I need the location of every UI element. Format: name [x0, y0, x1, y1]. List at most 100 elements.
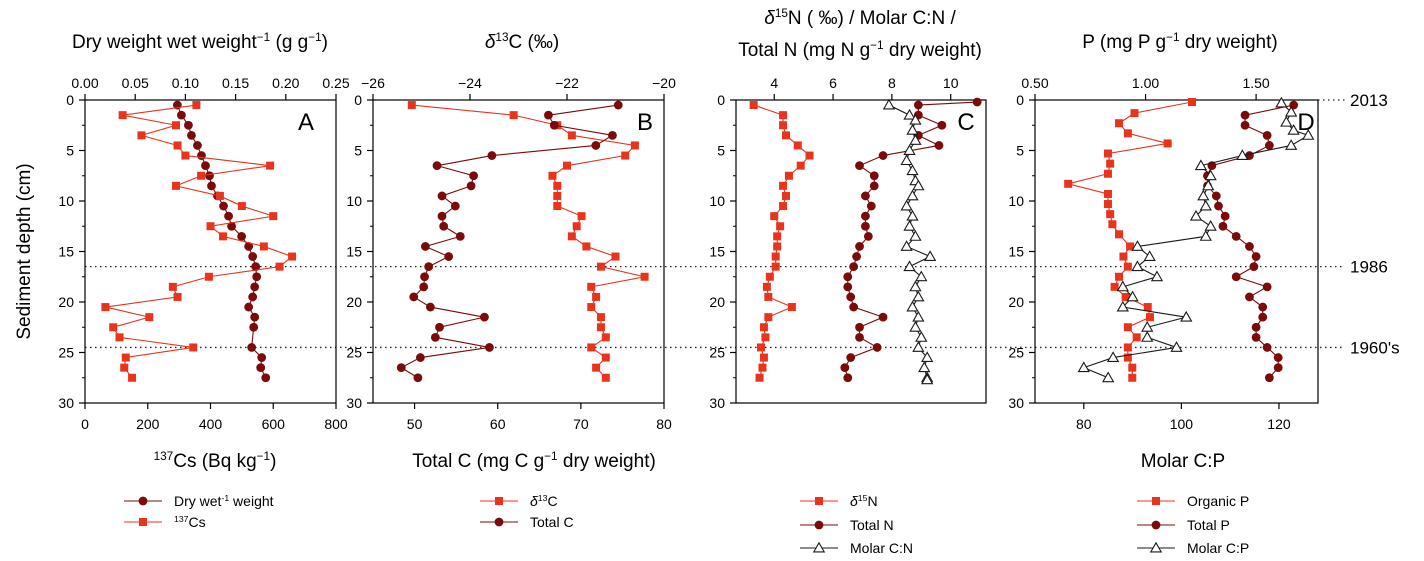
- point-3-0-20: [1143, 303, 1152, 312]
- point-1-1-11: [437, 211, 447, 221]
- point-1-1-24: [485, 343, 494, 352]
- point-0-0-25: [256, 363, 266, 373]
- point-0-0-22: [249, 322, 259, 332]
- series-line-0-1: [105, 104, 294, 379]
- point-3-2-12: [1189, 209, 1203, 221]
- reference-label-1960's: 1960's: [1350, 338, 1400, 357]
- legend-item-molar-cn-marker: [812, 541, 826, 553]
- point-2-2-24: [915, 331, 928, 342]
- point-1-0-17: [640, 272, 649, 281]
- point-3-2-20: [1126, 290, 1139, 302]
- y-tick-label: 20: [709, 294, 725, 310]
- point-3-0-14: [1126, 242, 1135, 251]
- legend-item-cs137-label: 137Cs: [174, 514, 206, 530]
- point-1-1-19: [409, 292, 419, 302]
- point-1-0-10: [553, 202, 562, 211]
- y-tick-label: 30: [346, 395, 362, 411]
- top-tick-label: 0.10: [172, 75, 199, 91]
- legend-item-total-c-marker: [494, 517, 504, 527]
- point-1-0-7: [548, 171, 557, 180]
- point-2-2-13: [903, 219, 916, 231]
- series-line-3-1: [1206, 104, 1294, 379]
- point-2-0-26: [758, 363, 767, 372]
- point-2-0-14: [773, 242, 782, 251]
- top-axis-label-d: P (mg P g−1 dry weight): [1082, 31, 1277, 53]
- legend-item-molar-cp-label: Molar C:P: [1187, 540, 1249, 556]
- point-0-1-6: [266, 161, 275, 170]
- series-line-3-0: [1068, 101, 1193, 378]
- point-0-0-21: [250, 312, 260, 322]
- point-0-1-17: [204, 272, 213, 281]
- point-3-0-21: [1145, 313, 1154, 322]
- point-2-1-9: [869, 181, 879, 191]
- point-0-1-13: [219, 232, 228, 241]
- point-1-0-1: [509, 111, 518, 120]
- legend-item-dry-weight-marker: [138, 496, 148, 506]
- point-0-0-11: [224, 211, 233, 221]
- legend-item-cs137-marker: [139, 518, 147, 526]
- point-3-2-28: [1102, 371, 1115, 383]
- legends: Dry wet-1 weight 137Cs δ13C Total C δ15N Tota…: [124, 493, 1249, 556]
- legend-item-d13c-marker: [495, 497, 503, 505]
- point-2-1-19: [843, 282, 853, 292]
- series-line-1-0: [411, 104, 645, 379]
- point-2-2-29: [921, 373, 934, 385]
- point-3-1-22: [1251, 322, 1261, 332]
- bottom-tick-label: 80: [1076, 416, 1092, 432]
- point-1-0-26: [592, 363, 601, 372]
- point-1-1-21: [480, 312, 489, 322]
- point-3-0-15: [1119, 252, 1128, 261]
- point-2-2-20: [912, 290, 925, 302]
- point-0-0-5: [197, 151, 206, 160]
- point-3-2-8: [1204, 169, 1217, 181]
- bottom-axis-label-d: Molar C:P: [1141, 451, 1225, 472]
- point-1-1-23: [430, 332, 440, 342]
- point-1-1-4: [591, 141, 601, 150]
- point-2-1-27: [840, 363, 850, 373]
- point-0-0-1: [176, 110, 186, 120]
- point-3-0-26: [1128, 363, 1137, 372]
- point-3-0-12: [1108, 220, 1117, 229]
- y-tick-label: 25: [709, 345, 725, 361]
- point-1-0-18: [587, 282, 596, 291]
- point-2-2-1: [903, 108, 916, 120]
- point-3-0-11: [1106, 210, 1115, 219]
- panel-d: 0 5 10 15 20 25 30 0.50 1.00 1.50 80 100 120 D: [1008, 75, 1319, 432]
- y-tick-label: 30: [58, 395, 74, 411]
- bottom-axis-label-b: Total C (mg C g−1 dry weight): [412, 450, 656, 472]
- panel-label-A: A: [298, 109, 314, 136]
- y-tick-label: 0: [1016, 92, 1024, 108]
- top-tick-label: −26: [361, 75, 385, 91]
- point-2-1-20: [846, 292, 856, 302]
- point-3-2-10: [1197, 189, 1210, 201]
- point-3-0-0: [1187, 98, 1196, 107]
- y-tick-label: 5: [66, 143, 74, 159]
- point-1-0-6: [563, 161, 571, 170]
- point-0-1-18: [168, 282, 177, 291]
- point-0-1-5: [181, 151, 190, 160]
- point-2-2-21: [906, 300, 919, 312]
- point-3-0-7: [1103, 169, 1112, 178]
- point-2-1-28: [843, 373, 853, 383]
- point-2-2-7: [906, 164, 919, 176]
- top-axis-label-b: δ13C (‰): [485, 31, 559, 53]
- point-1-0-8: [553, 181, 562, 190]
- legend-item-total-c-label: Total C: [530, 514, 574, 530]
- point-3-2-16: [1143, 250, 1156, 262]
- point-3-2-1: [1285, 105, 1298, 117]
- legend-item-total-p: Total P: [1137, 517, 1230, 533]
- point-0-0-14: [244, 242, 254, 251]
- point-3-1-17: [1231, 272, 1241, 282]
- point-1-1-27: [413, 373, 423, 383]
- bottom-tick-label: 120: [1267, 416, 1291, 432]
- point-2-0-4: [793, 141, 802, 150]
- point-0-1-23: [115, 333, 124, 342]
- point-2-2-2: [909, 113, 922, 125]
- point-1-0-20: [587, 303, 596, 312]
- point-3-0-6: [1106, 159, 1115, 168]
- point-3-1-24: [1262, 343, 1272, 352]
- point-1-1-22: [435, 322, 444, 332]
- bottom-tick-label: 100: [1170, 416, 1194, 432]
- point-3-2-4: [1302, 129, 1315, 140]
- point-0-0-23: [247, 343, 257, 352]
